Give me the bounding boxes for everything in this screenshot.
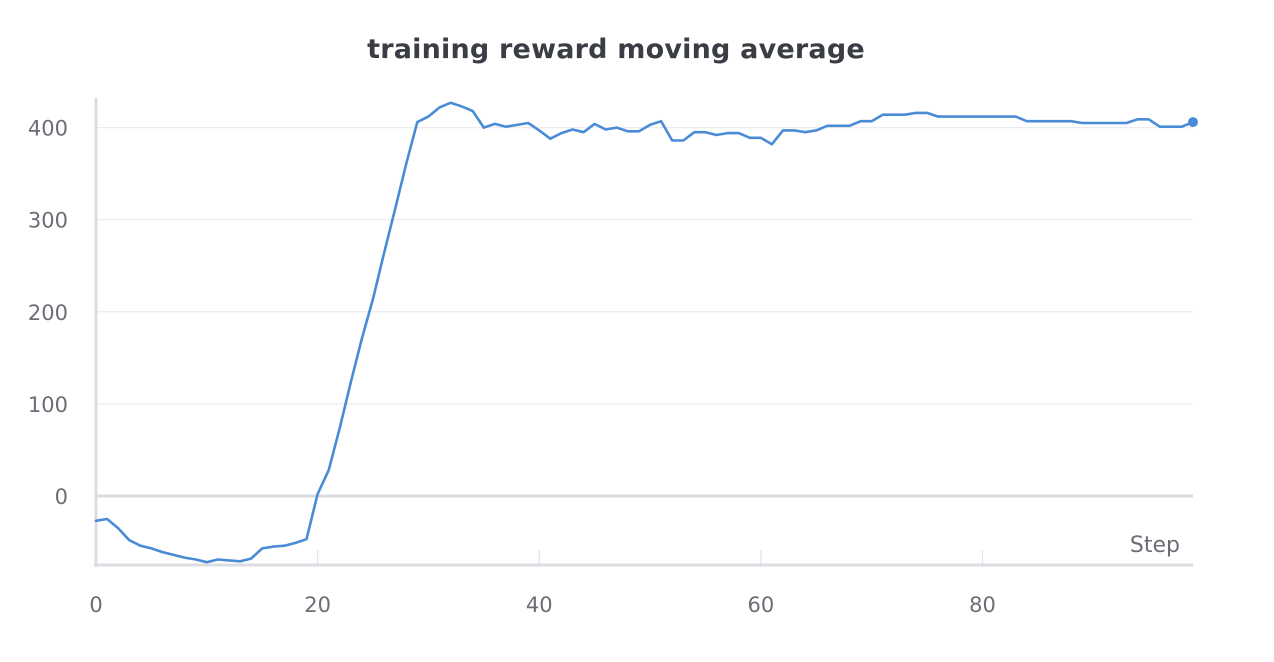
y-tick-label: 400: [28, 117, 68, 141]
y-axis-tick-labels: 0 100 200 300 400: [28, 117, 68, 509]
y-tick-label: 100: [28, 393, 68, 417]
series-line: [94, 101, 1195, 564]
x-tick-label: 80: [969, 593, 996, 617]
series-end-point: [1188, 117, 1198, 128]
x-tick-label: 20: [304, 593, 331, 617]
grid-lines: [95, 127, 1193, 567]
x-axis-tick-labels: 0 20 40 60 80: [89, 593, 996, 617]
x-tick-label: 40: [526, 593, 553, 617]
x-tick-label: 60: [747, 593, 774, 617]
chart-title: training reward moving average: [367, 34, 865, 65]
y-tick-label: 300: [28, 209, 68, 233]
series-layer: [94, 101, 1198, 564]
y-tick-label: 0: [55, 485, 68, 509]
x-axis-label: Step: [1130, 533, 1180, 558]
y-tick-label: 200: [28, 301, 68, 325]
axes: [94, 98, 1193, 567]
x-tick-label: 0: [89, 593, 102, 617]
